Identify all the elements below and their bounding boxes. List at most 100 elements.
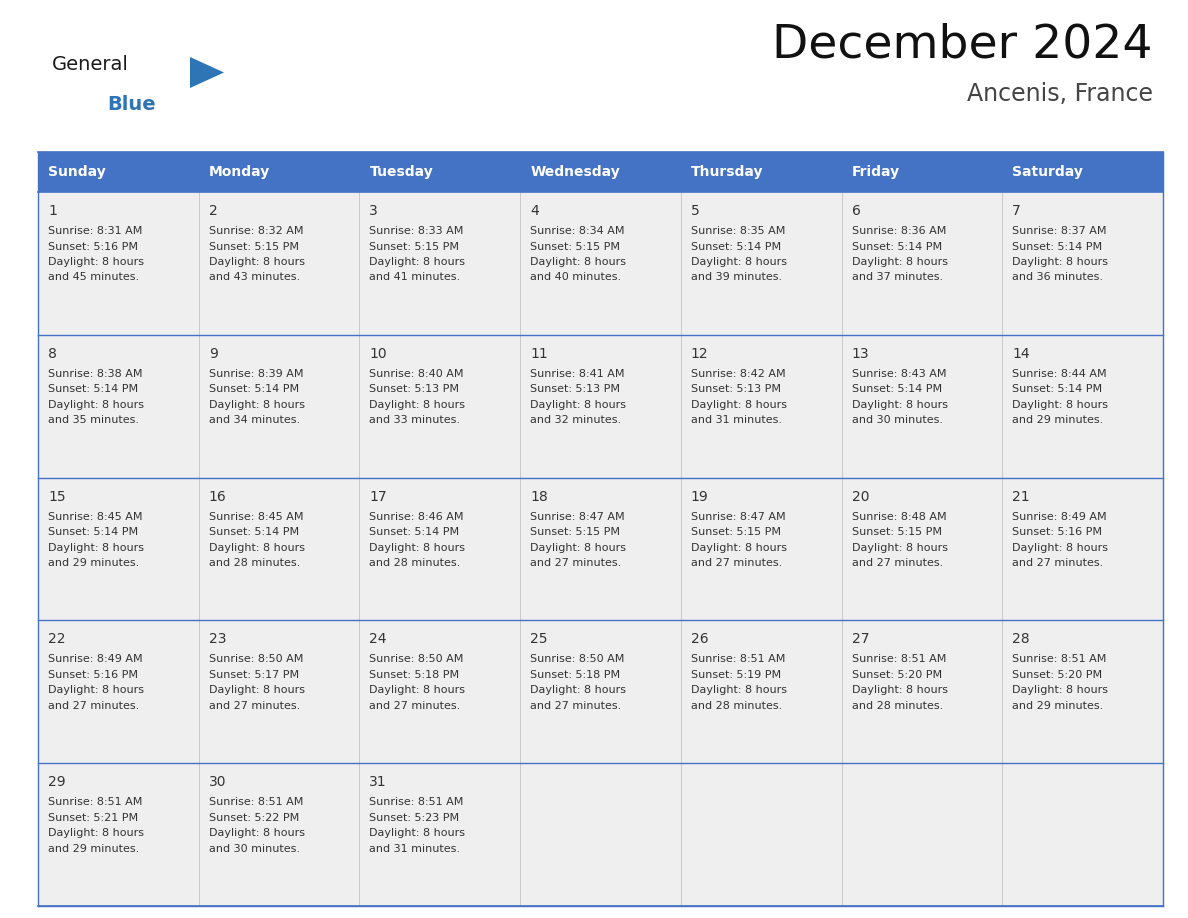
Bar <box>198 335 360 477</box>
Text: Daylight: 8 hours: Daylight: 8 hours <box>369 257 466 267</box>
Text: Daylight: 8 hours: Daylight: 8 hours <box>48 257 144 267</box>
Text: Daylight: 8 hours: Daylight: 8 hours <box>209 686 304 696</box>
Text: and 27 minutes.: and 27 minutes. <box>852 558 943 568</box>
Bar <box>38 621 198 763</box>
Text: Daylight: 8 hours: Daylight: 8 hours <box>691 686 786 696</box>
Text: Sunrise: 8:39 AM: Sunrise: 8:39 AM <box>209 369 303 379</box>
Text: 21: 21 <box>1012 489 1030 504</box>
Text: and 29 minutes.: and 29 minutes. <box>48 844 139 854</box>
Text: Wednesday: Wednesday <box>530 165 620 179</box>
Text: and 39 minutes.: and 39 minutes. <box>691 273 782 283</box>
Text: 8: 8 <box>48 347 57 361</box>
Text: Sunrise: 8:37 AM: Sunrise: 8:37 AM <box>1012 226 1107 236</box>
Text: Sunrise: 8:45 AM: Sunrise: 8:45 AM <box>209 511 303 521</box>
Text: Ancenis, France: Ancenis, France <box>967 82 1154 106</box>
Text: Sunset: 5:15 PM: Sunset: 5:15 PM <box>369 241 460 252</box>
Text: 15: 15 <box>48 489 65 504</box>
Text: and 27 minutes.: and 27 minutes. <box>691 558 782 568</box>
Bar <box>38 152 198 192</box>
Bar <box>198 192 360 335</box>
Text: 2: 2 <box>209 204 217 218</box>
Bar <box>520 621 681 763</box>
Text: Sunset: 5:22 PM: Sunset: 5:22 PM <box>209 812 299 823</box>
Text: and 41 minutes.: and 41 minutes. <box>369 273 461 283</box>
Bar <box>38 335 198 477</box>
Text: Sunrise: 8:50 AM: Sunrise: 8:50 AM <box>369 655 463 665</box>
Text: and 43 minutes.: and 43 minutes. <box>209 273 299 283</box>
Text: 18: 18 <box>530 489 548 504</box>
Bar <box>520 477 681 621</box>
Text: 27: 27 <box>852 633 870 646</box>
Text: Daylight: 8 hours: Daylight: 8 hours <box>691 543 786 553</box>
Text: 30: 30 <box>209 775 226 789</box>
Text: Daylight: 8 hours: Daylight: 8 hours <box>1012 686 1108 696</box>
Text: and 31 minutes.: and 31 minutes. <box>369 844 461 854</box>
Text: 26: 26 <box>691 633 708 646</box>
Bar <box>198 152 360 192</box>
Bar <box>841 763 1003 906</box>
Text: Monday: Monday <box>209 165 270 179</box>
Text: Daylight: 8 hours: Daylight: 8 hours <box>369 686 466 696</box>
Text: Thursday: Thursday <box>691 165 764 179</box>
Text: Sunrise: 8:49 AM: Sunrise: 8:49 AM <box>48 655 143 665</box>
Text: Sunset: 5:14 PM: Sunset: 5:14 PM <box>48 527 138 537</box>
Text: Sunrise: 8:38 AM: Sunrise: 8:38 AM <box>48 369 143 379</box>
Text: 12: 12 <box>691 347 708 361</box>
Bar <box>360 335 520 477</box>
Bar <box>360 152 520 192</box>
Text: Sunset: 5:16 PM: Sunset: 5:16 PM <box>48 241 138 252</box>
Text: Sunset: 5:14 PM: Sunset: 5:14 PM <box>852 241 942 252</box>
Text: 31: 31 <box>369 775 387 789</box>
Text: Daylight: 8 hours: Daylight: 8 hours <box>1012 257 1108 267</box>
Bar <box>841 477 1003 621</box>
Text: and 28 minutes.: and 28 minutes. <box>852 701 943 711</box>
Text: Daylight: 8 hours: Daylight: 8 hours <box>530 400 626 409</box>
Text: Sunrise: 8:40 AM: Sunrise: 8:40 AM <box>369 369 465 379</box>
Text: Sunrise: 8:51 AM: Sunrise: 8:51 AM <box>691 655 785 665</box>
Text: Daylight: 8 hours: Daylight: 8 hours <box>209 400 304 409</box>
Text: Daylight: 8 hours: Daylight: 8 hours <box>369 400 466 409</box>
Text: Saturday: Saturday <box>1012 165 1083 179</box>
Text: Sunset: 5:18 PM: Sunset: 5:18 PM <box>530 670 620 680</box>
Text: Daylight: 8 hours: Daylight: 8 hours <box>48 828 144 838</box>
Text: and 36 minutes.: and 36 minutes. <box>1012 273 1104 283</box>
Bar <box>1003 335 1163 477</box>
Text: and 40 minutes.: and 40 minutes. <box>530 273 621 283</box>
Text: and 32 minutes.: and 32 minutes. <box>530 415 621 425</box>
Text: Sunset: 5:14 PM: Sunset: 5:14 PM <box>852 385 942 395</box>
Text: Sunset: 5:15 PM: Sunset: 5:15 PM <box>530 527 620 537</box>
Text: Tuesday: Tuesday <box>369 165 434 179</box>
Text: Sunrise: 8:41 AM: Sunrise: 8:41 AM <box>530 369 625 379</box>
Text: Sunset: 5:23 PM: Sunset: 5:23 PM <box>369 812 460 823</box>
Text: Daylight: 8 hours: Daylight: 8 hours <box>209 828 304 838</box>
Text: Daylight: 8 hours: Daylight: 8 hours <box>530 686 626 696</box>
Text: and 34 minutes.: and 34 minutes. <box>209 415 299 425</box>
Bar <box>681 621 841 763</box>
Text: and 29 minutes.: and 29 minutes. <box>1012 415 1104 425</box>
Text: and 29 minutes.: and 29 minutes. <box>48 558 139 568</box>
Bar <box>841 621 1003 763</box>
Bar <box>38 192 198 335</box>
Text: Sunset: 5:13 PM: Sunset: 5:13 PM <box>691 385 781 395</box>
Text: 6: 6 <box>852 204 860 218</box>
Bar <box>520 763 681 906</box>
Text: Sunrise: 8:36 AM: Sunrise: 8:36 AM <box>852 226 946 236</box>
Text: and 30 minutes.: and 30 minutes. <box>209 844 299 854</box>
Text: Sunset: 5:15 PM: Sunset: 5:15 PM <box>209 241 298 252</box>
Text: Sunrise: 8:35 AM: Sunrise: 8:35 AM <box>691 226 785 236</box>
Text: and 28 minutes.: and 28 minutes. <box>369 558 461 568</box>
Text: Daylight: 8 hours: Daylight: 8 hours <box>852 686 948 696</box>
Text: Sunset: 5:14 PM: Sunset: 5:14 PM <box>209 385 299 395</box>
Text: Sunset: 5:14 PM: Sunset: 5:14 PM <box>1012 385 1102 395</box>
Text: Friday: Friday <box>852 165 899 179</box>
Bar <box>1003 763 1163 906</box>
Text: Daylight: 8 hours: Daylight: 8 hours <box>852 257 948 267</box>
Text: Sunrise: 8:42 AM: Sunrise: 8:42 AM <box>691 369 785 379</box>
Text: and 27 minutes.: and 27 minutes. <box>369 701 461 711</box>
Text: and 28 minutes.: and 28 minutes. <box>691 701 782 711</box>
Text: Sunrise: 8:43 AM: Sunrise: 8:43 AM <box>852 369 946 379</box>
Text: 11: 11 <box>530 347 548 361</box>
Text: Sunset: 5:20 PM: Sunset: 5:20 PM <box>1012 670 1102 680</box>
Text: Sunset: 5:17 PM: Sunset: 5:17 PM <box>209 670 299 680</box>
Text: 16: 16 <box>209 489 227 504</box>
